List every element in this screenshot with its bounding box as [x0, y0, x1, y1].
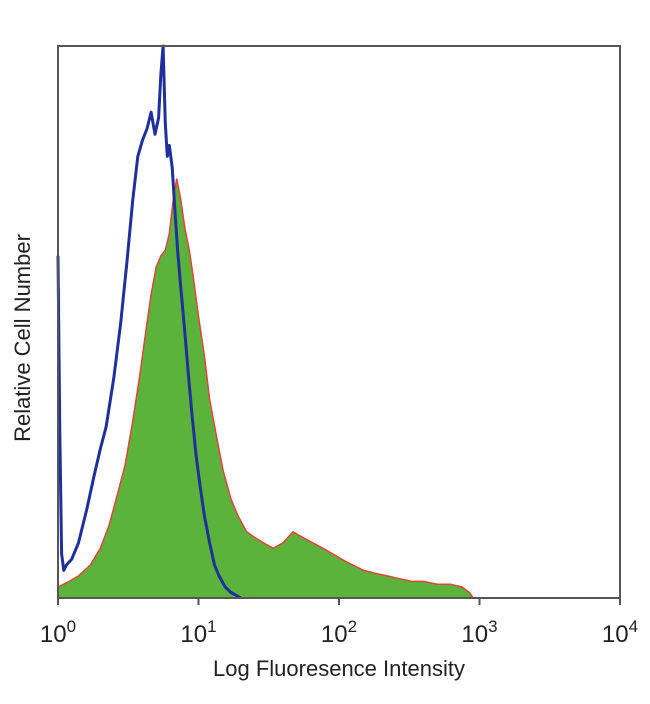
x-axis-title: Log Fluoresence Intensity	[213, 656, 465, 681]
plot-series	[56, 44, 474, 600]
series-0-area	[58, 178, 474, 598]
x-tick-label: 100	[40, 617, 76, 648]
x-tick-label: 104	[602, 617, 638, 648]
x-axis-ticks: 100 101 102 103 104	[40, 598, 638, 648]
x-tick-label: 101	[180, 617, 216, 648]
x-tick-label: 103	[461, 617, 497, 648]
series-0-outline	[57, 178, 474, 599]
x-tick-label: 102	[321, 617, 357, 648]
series-1-line	[56, 44, 242, 600]
y-axis-title: Relative Cell Number	[10, 234, 35, 442]
